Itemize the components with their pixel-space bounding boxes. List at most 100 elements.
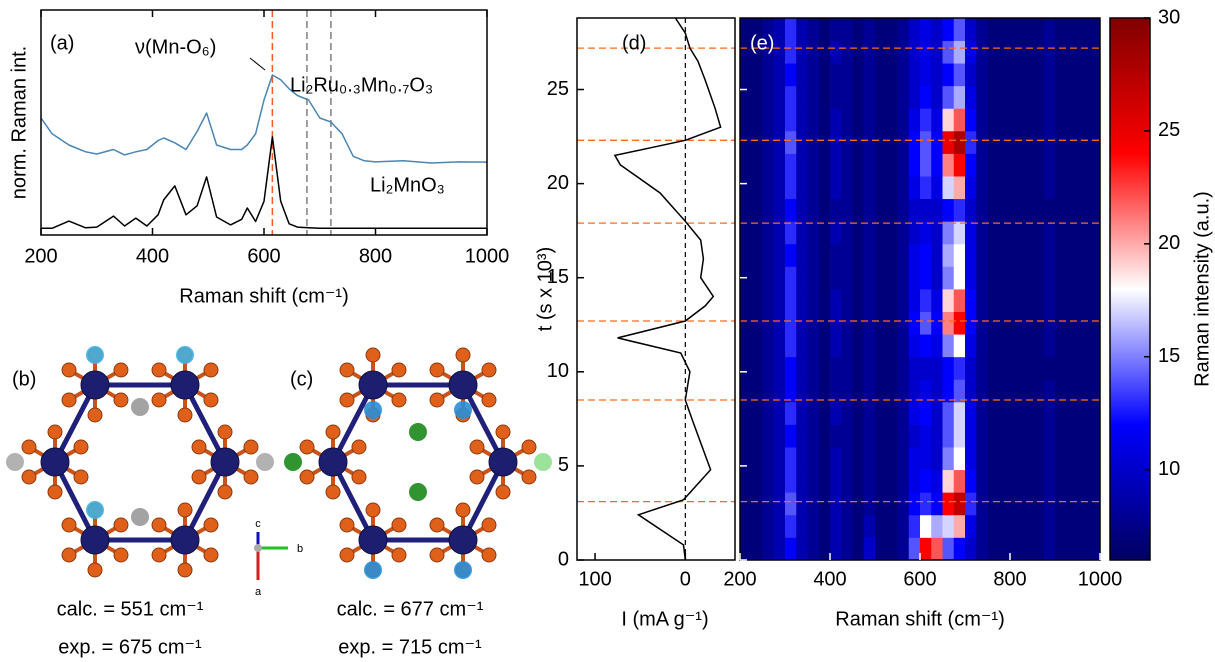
x-tick-label: 400 xyxy=(813,568,846,590)
oxygen-atom xyxy=(177,407,193,423)
heatmap-cell xyxy=(1021,334,1033,358)
heatmap-cell xyxy=(965,266,977,290)
heatmap-cell xyxy=(875,153,887,177)
heatmap-cell xyxy=(965,85,977,109)
heatmap-cell xyxy=(886,153,898,177)
heatmap-cell xyxy=(976,18,988,41)
heatmap-cell xyxy=(807,379,820,403)
heatmap-cell xyxy=(965,379,977,403)
heatmap-cell xyxy=(1010,537,1022,561)
heatmap-cell xyxy=(998,198,1011,222)
heatmap-cell xyxy=(1088,401,1101,425)
oxygen-atom xyxy=(469,469,485,485)
heatmap-cell xyxy=(773,153,786,177)
heatmap-cell xyxy=(830,108,842,132)
heatmap-cell xyxy=(740,469,752,493)
heatmap-cell xyxy=(931,356,943,380)
oxygen-atom xyxy=(21,439,37,455)
heatmap-cell xyxy=(863,130,876,154)
metal-atom xyxy=(448,525,478,555)
heatmap-cell xyxy=(1055,401,1067,425)
displacement xyxy=(6,453,24,471)
heatmap-cell xyxy=(863,514,876,538)
oxygen-atom xyxy=(61,362,77,378)
heatmap-cell xyxy=(965,447,977,471)
heatmap-cell xyxy=(998,243,1011,267)
heatmap-cell xyxy=(875,334,887,358)
heatmap-cell xyxy=(875,424,887,448)
heatmap-cell xyxy=(1021,18,1033,41)
heatmap-cell xyxy=(1021,514,1033,538)
exp-frequency: exp. = 675 cm⁻¹ xyxy=(58,636,202,658)
heatmap-cell xyxy=(807,153,820,177)
heatmap-cell xyxy=(908,447,921,471)
heatmap-cell xyxy=(1043,243,1056,267)
heatmap-cell xyxy=(1088,311,1101,335)
oxygen-atom xyxy=(299,439,315,455)
heatmap-cell xyxy=(987,401,1000,425)
heatmap-cell xyxy=(785,153,797,177)
heatmap-cell xyxy=(976,401,988,425)
heatmap-cell xyxy=(897,130,910,154)
heatmap-cell xyxy=(751,108,763,132)
heatmap-cell xyxy=(852,63,865,87)
heatmap-cell xyxy=(1077,379,1090,403)
heatmap-cell xyxy=(773,198,786,222)
heatmap-cell xyxy=(897,514,910,538)
heatmap-cell xyxy=(931,130,943,154)
heatmap-cell xyxy=(852,40,865,64)
heatmap-cell xyxy=(762,85,775,109)
heatmap-cell xyxy=(841,379,853,403)
heatmap-cell xyxy=(1043,176,1056,200)
heatmap-cell xyxy=(773,492,786,516)
x-tick-label: 0 xyxy=(680,568,691,590)
heatmap-cell xyxy=(852,108,865,132)
heatmap-cell xyxy=(875,130,887,154)
heatmap-cell xyxy=(987,108,1000,132)
series-label: Li₂MnO₃ xyxy=(370,174,445,196)
current-line xyxy=(613,17,722,561)
heatmap-cell xyxy=(863,311,876,335)
heatmap-cell xyxy=(762,356,775,380)
heatmap-cell xyxy=(773,176,786,200)
oxygen-atom xyxy=(113,362,129,378)
heatmap-cell xyxy=(976,356,988,380)
heatmap-cell xyxy=(1021,130,1033,154)
heatmap-cell xyxy=(908,401,921,425)
heatmap-cell xyxy=(785,176,797,200)
heatmap-cell xyxy=(740,153,752,177)
heatmap-cell xyxy=(976,334,988,358)
heatmap-cell xyxy=(852,447,865,471)
heatmap-cell xyxy=(863,379,876,403)
oxygen-atom xyxy=(495,424,511,440)
heatmap-cell xyxy=(1021,221,1033,245)
heatmap-cell xyxy=(920,289,932,312)
x-tick-label: 600 xyxy=(247,245,280,267)
heatmap-cell xyxy=(998,492,1011,516)
heatmap-cell xyxy=(1021,311,1033,335)
heatmap-cell xyxy=(751,311,763,335)
heatmap-cell xyxy=(818,447,831,471)
heatmap-cell xyxy=(998,130,1011,154)
heatmap-cell xyxy=(1043,266,1056,290)
heatmap-cell xyxy=(886,401,898,425)
heatmap-cell xyxy=(1077,424,1090,448)
heatmap-cell xyxy=(998,18,1011,41)
heatmap-cell xyxy=(762,198,775,222)
heatmap-cell xyxy=(1088,63,1101,87)
heatmap-cell xyxy=(830,492,842,516)
heatmap-cell xyxy=(740,514,752,538)
heatmap-cell xyxy=(875,356,887,380)
heatmap-cell xyxy=(1066,40,1078,64)
heatmap-cell xyxy=(796,153,808,177)
heatmap-cell xyxy=(841,266,853,290)
heatmap-cell xyxy=(1055,63,1067,87)
oxygen-atom xyxy=(151,362,167,378)
heatmap-cell xyxy=(1066,334,1078,358)
heatmap-cell xyxy=(953,492,966,516)
oxygen-atom xyxy=(481,362,497,378)
heatmap-cell xyxy=(953,469,966,493)
heatmap-cell xyxy=(785,401,797,425)
heatmap-cell xyxy=(841,85,853,109)
heatmap-cell xyxy=(807,401,820,425)
